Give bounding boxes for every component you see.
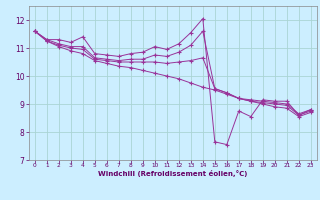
X-axis label: Windchill (Refroidissement éolien,°C): Windchill (Refroidissement éolien,°C) xyxy=(98,170,247,177)
